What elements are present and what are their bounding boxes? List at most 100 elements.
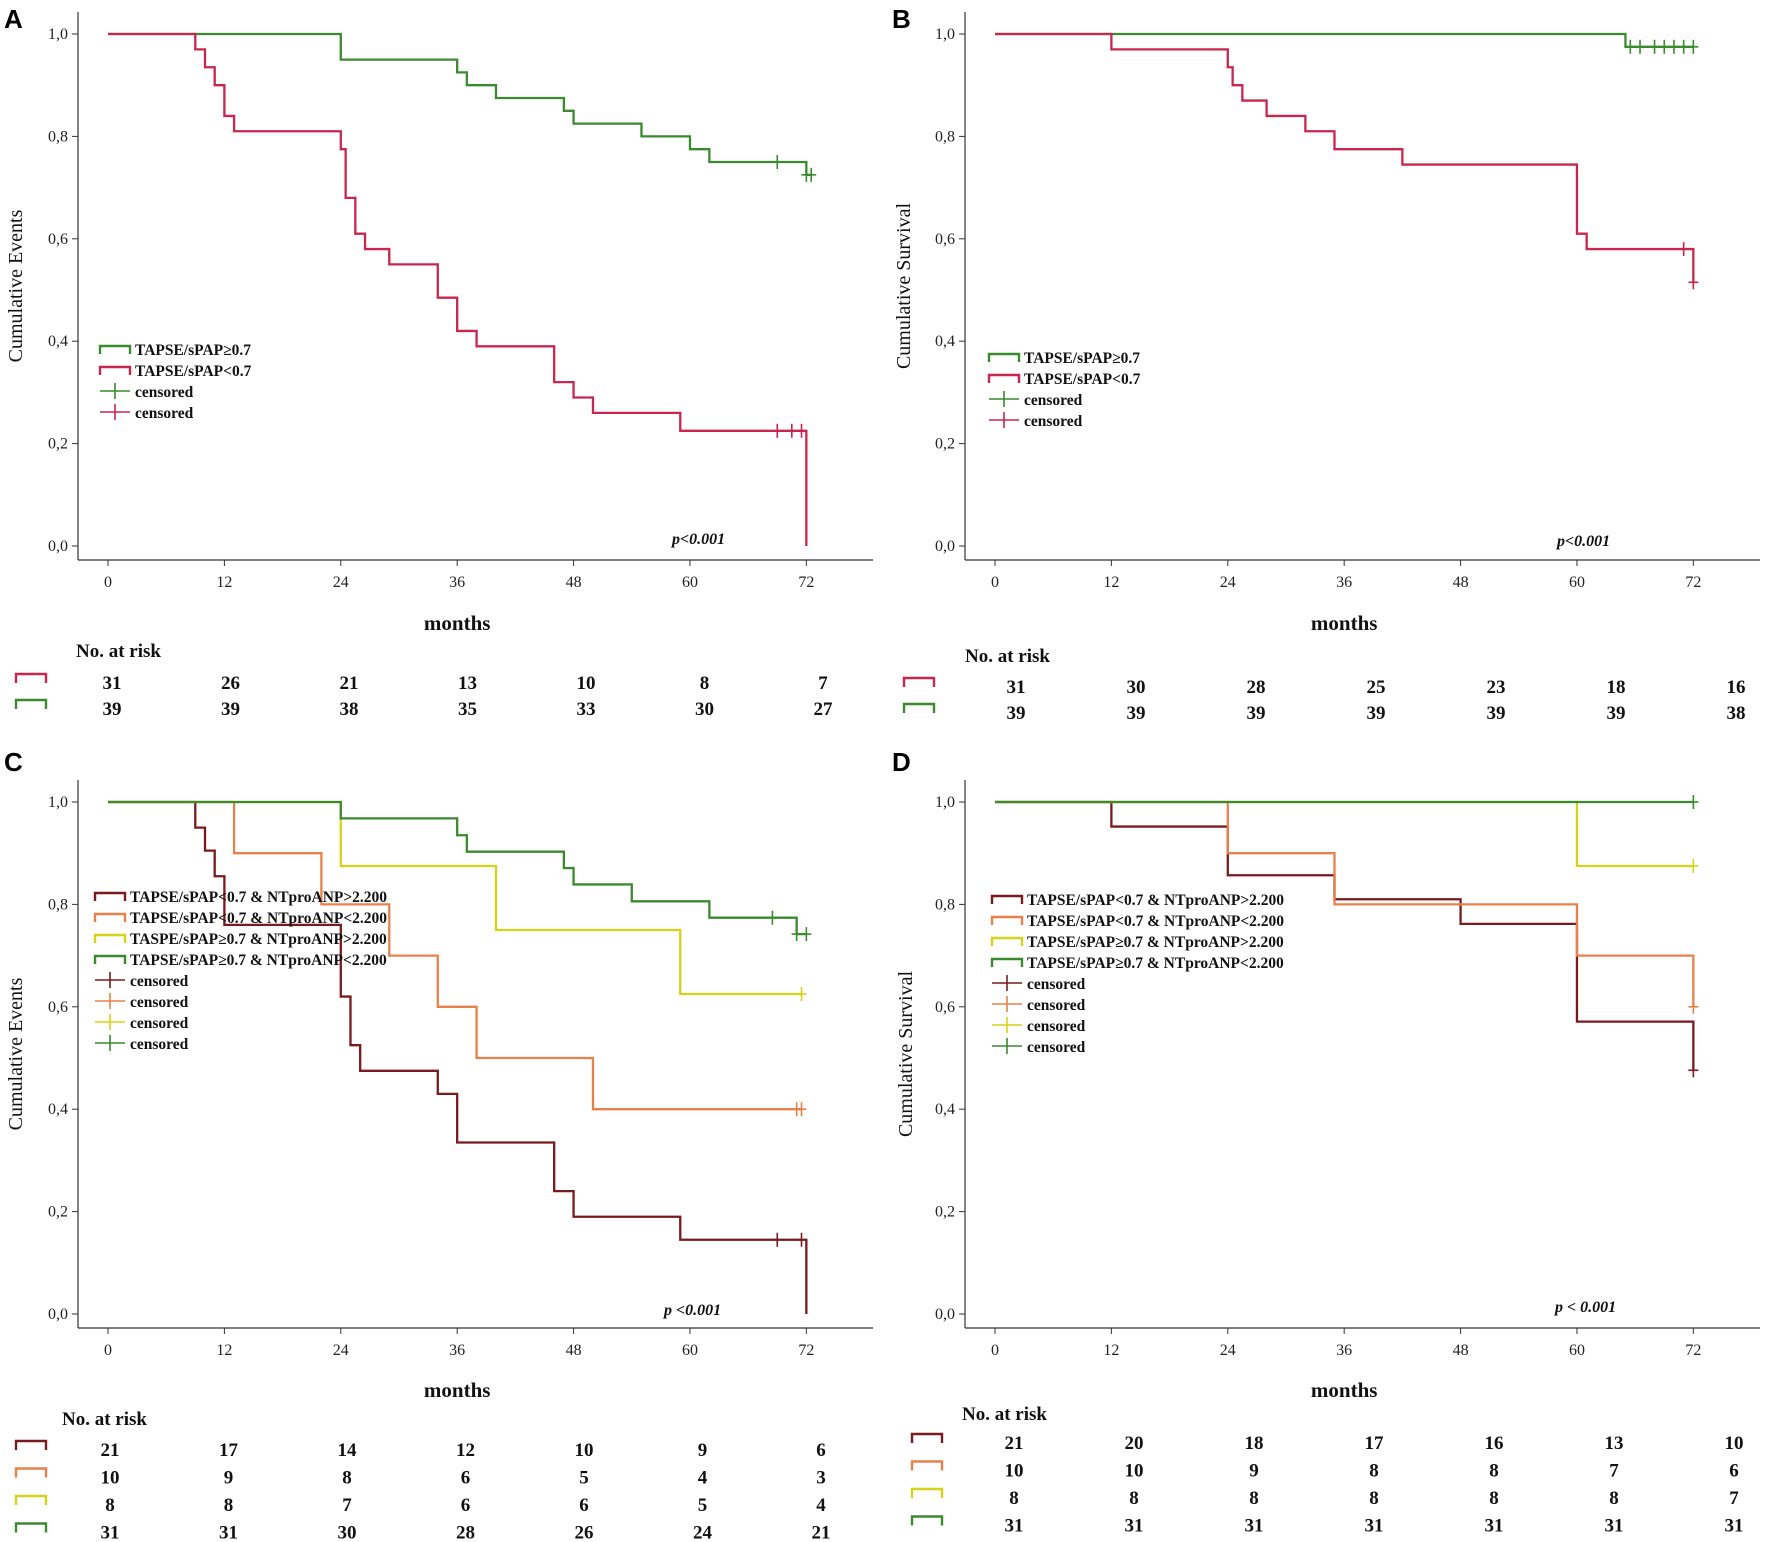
risk-count: 21 bbox=[812, 1523, 831, 1542]
x-tick-label: 24 bbox=[333, 574, 349, 591]
risk-count: 8 bbox=[1369, 1461, 1379, 1482]
legend-label: censored bbox=[1027, 1039, 1086, 1056]
risk-table-title: No. at risk bbox=[965, 646, 1050, 667]
legend: TAPSE/sPAP≥0.7 TAPSE/sPAP<0.7 censored cens… bbox=[98, 342, 252, 422]
panel-c: C0,00,20,40,60,81,00 12 24 36 48 60 72Cumulati… bbox=[4, 747, 873, 1542]
y-tick-label: 1,0 bbox=[48, 26, 68, 43]
risk-count: 8 bbox=[1489, 1461, 1499, 1482]
risk-table-title: No. at risk bbox=[76, 641, 161, 662]
x-tick-label: 60 bbox=[1569, 1342, 1585, 1359]
km-curve-3 bbox=[995, 800, 1694, 868]
x-tick-label: 0 bbox=[991, 574, 999, 591]
risk-count: 8 bbox=[1369, 1488, 1379, 1509]
risk-count: 8 bbox=[1009, 1488, 1019, 1509]
risk-row-icon bbox=[902, 676, 936, 687]
risk-count: 17 bbox=[1365, 1433, 1385, 1454]
risk-count: 10 bbox=[577, 673, 596, 694]
risk-count: 39 bbox=[1487, 703, 1506, 724]
y-tick-label: 0,2 bbox=[935, 1204, 955, 1221]
y-tick-label: 0,4 bbox=[935, 1101, 955, 1118]
x-axis-title: months bbox=[1311, 611, 1378, 635]
y-axis-title: Cumulative Survival bbox=[895, 971, 917, 1138]
x-tick-label: 0 bbox=[991, 1342, 999, 1359]
y-tick-label: 1,0 bbox=[935, 26, 955, 43]
risk-row-icon bbox=[902, 702, 936, 713]
y-tick-label: 0,6 bbox=[935, 999, 955, 1016]
risk-count: 7 bbox=[342, 1495, 352, 1516]
risk-row-icon bbox=[910, 1515, 944, 1526]
legend: TAPSE/sPAP<0.7 & NTproANP>2.200 TAPSE/sPA… bbox=[990, 892, 1284, 1056]
risk-count: 4 bbox=[816, 1495, 826, 1516]
km-curve-2 bbox=[108, 800, 802, 1111]
y-tick-label: 0,4 bbox=[48, 333, 68, 350]
km-curve-2 bbox=[995, 32, 1695, 283]
panel-letter: C bbox=[4, 747, 23, 777]
risk-row-icon bbox=[910, 1432, 944, 1443]
risk-count: 8 bbox=[700, 673, 710, 694]
y-tick-label: 0,8 bbox=[48, 896, 68, 913]
x-tick-label: 12 bbox=[216, 1342, 232, 1359]
x-tick-label: 48 bbox=[566, 574, 582, 591]
risk-table-title: No. at risk bbox=[962, 1404, 1047, 1425]
legend-label: censored bbox=[130, 1015, 189, 1032]
risk-count: 31 bbox=[1245, 1516, 1264, 1537]
risk-count: 28 bbox=[1247, 677, 1266, 698]
x-tick-label: 24 bbox=[1220, 1342, 1236, 1359]
risk-count: 30 bbox=[338, 1523, 357, 1542]
y-axis-title: Cumulative Events bbox=[5, 209, 27, 362]
risk-row-icon bbox=[910, 1487, 944, 1498]
risk-count: 31 bbox=[1125, 1516, 1144, 1537]
risk-count: 5 bbox=[698, 1495, 708, 1516]
x-tick-label: 24 bbox=[1220, 574, 1236, 591]
legend-label: TAPSE/sPAP<0.7 & NTproANP>2.200 bbox=[1027, 892, 1284, 909]
km-curve-2 bbox=[995, 800, 1695, 1007]
legend-label: censored bbox=[1027, 997, 1086, 1014]
risk-count: 6 bbox=[461, 1468, 471, 1489]
legend-line-icon bbox=[987, 352, 1021, 362]
risk-count: 39 bbox=[103, 699, 122, 720]
x-tick-label: 12 bbox=[1103, 1342, 1119, 1359]
risk-count: 9 bbox=[1249, 1461, 1259, 1482]
risk-count: 8 bbox=[224, 1495, 234, 1516]
legend-label: TAPSE/sPAP<0.7 bbox=[135, 363, 252, 380]
x-tick-label: 60 bbox=[682, 574, 698, 591]
legend-label: censored bbox=[1024, 392, 1083, 409]
y-tick-label: 0,0 bbox=[935, 1306, 955, 1323]
panel-letter: A bbox=[4, 4, 23, 34]
risk-count: 39 bbox=[1367, 703, 1386, 724]
risk-count: 8 bbox=[105, 1495, 115, 1516]
risk-count: 10 bbox=[1005, 1461, 1024, 1482]
risk-count: 12 bbox=[456, 1440, 475, 1461]
y-axis-title: Cumulative Events bbox=[5, 977, 27, 1130]
legend-label: censored bbox=[1027, 976, 1086, 993]
risk-count: 7 bbox=[1609, 1461, 1619, 1482]
x-tick-label: 0 bbox=[104, 1342, 112, 1359]
legend-label: TAPSE/sPAP<0.7 & NTproANP>2.200 bbox=[130, 889, 387, 906]
risk-count: 6 bbox=[816, 1440, 826, 1461]
y-tick-label: 0,6 bbox=[935, 231, 955, 248]
km-curve-2 bbox=[108, 32, 808, 546]
risk-count: 6 bbox=[579, 1495, 589, 1516]
risk-row-icon bbox=[14, 1467, 48, 1478]
risk-count: 7 bbox=[818, 673, 828, 694]
legend-line-icon bbox=[93, 891, 127, 901]
x-tick-label: 36 bbox=[449, 574, 465, 591]
x-tick-label: 12 bbox=[1103, 574, 1119, 591]
km-curve-4 bbox=[108, 800, 807, 936]
risk-count: 39 bbox=[1607, 703, 1626, 724]
risk-row-icon bbox=[910, 1460, 944, 1471]
risk-count: 39 bbox=[1247, 703, 1266, 724]
x-axis-title: months bbox=[424, 1378, 491, 1402]
risk-count: 16 bbox=[1485, 1433, 1504, 1454]
x-tick-label: 48 bbox=[1453, 1342, 1469, 1359]
y-tick-label: 0,6 bbox=[48, 231, 68, 248]
risk-count: 31 bbox=[1725, 1516, 1744, 1537]
legend-line-icon bbox=[98, 344, 132, 354]
legend-label: censored bbox=[130, 994, 189, 1011]
p-value: p<0.001 bbox=[670, 531, 725, 548]
x-tick-label: 60 bbox=[1569, 574, 1585, 591]
risk-count: 21 bbox=[101, 1440, 120, 1461]
legend-line-icon bbox=[990, 894, 1024, 904]
x-tick-label: 12 bbox=[216, 574, 232, 591]
risk-count: 25 bbox=[1367, 677, 1386, 698]
